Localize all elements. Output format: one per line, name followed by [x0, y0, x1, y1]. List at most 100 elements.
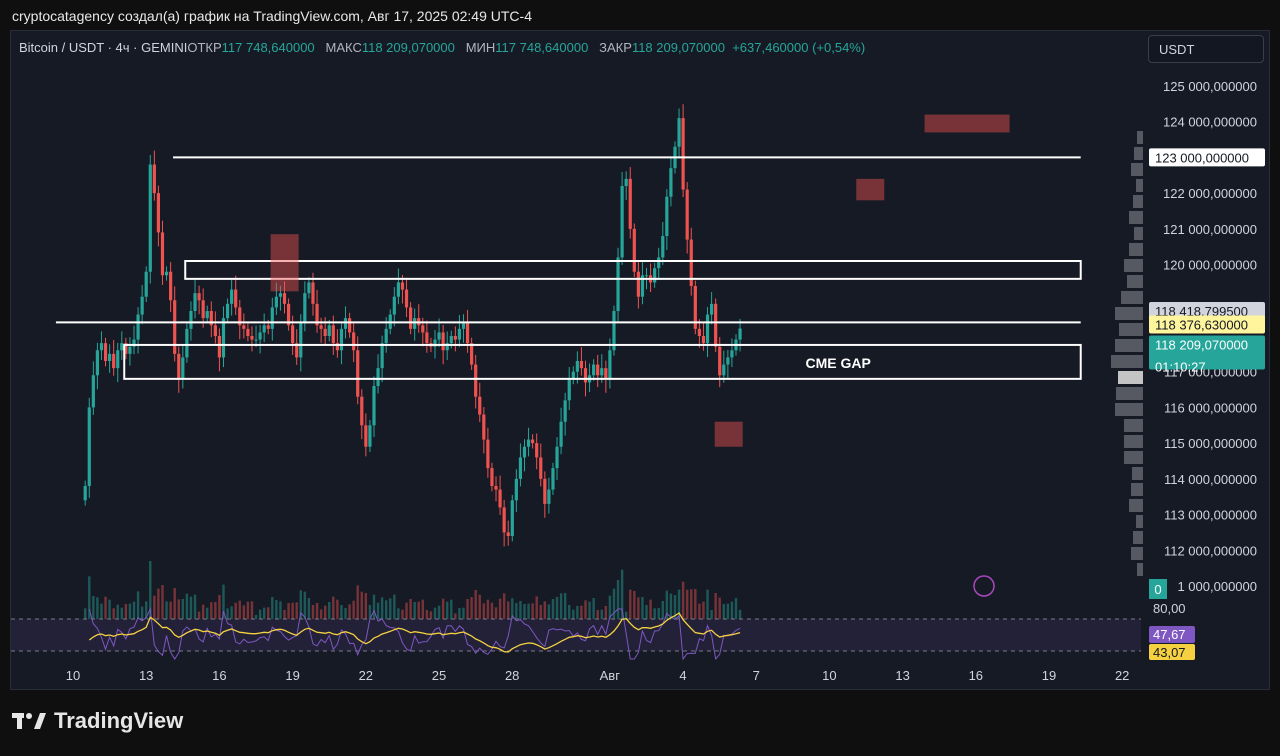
candle-body [543, 478, 547, 504]
candle-body [258, 332, 262, 340]
volume-bar [710, 610, 713, 619]
candle-body [103, 343, 108, 361]
volume-bar [417, 601, 420, 619]
volume-bar [376, 602, 380, 619]
volume-bar [405, 602, 408, 619]
candle-body [478, 396, 482, 415]
candle-body [246, 328, 250, 336]
volume-bar [421, 599, 425, 619]
volume-bar [665, 590, 669, 619]
volume-bar [254, 615, 258, 619]
candle-body [91, 375, 95, 408]
candle-body [364, 425, 368, 447]
candle-body [470, 343, 474, 365]
volume-bar [661, 601, 664, 619]
candle-body [148, 164, 152, 272]
candle-body [437, 332, 441, 340]
candle-body [152, 164, 156, 194]
candle-body [425, 332, 429, 344]
x-tick-label: 16 [212, 668, 226, 683]
candle-body [644, 275, 649, 277]
volume-bar [507, 601, 510, 619]
volume-bar [576, 606, 579, 619]
candle-body [677, 118, 681, 147]
volume-bar [230, 606, 233, 619]
y-tick-label: 121 000,000000 [1163, 222, 1257, 237]
price-label-box [1149, 302, 1265, 321]
volume-bar [238, 600, 241, 619]
volume-bar [401, 609, 404, 619]
candle-body [83, 486, 87, 501]
close-label: ЗАКР [599, 40, 632, 55]
currency-button[interactable]: USDT [1148, 35, 1264, 63]
volume-profile-bar [1129, 211, 1143, 224]
volume-bar [677, 589, 681, 619]
volume-bar [291, 602, 294, 619]
volume-bar [332, 596, 335, 619]
tradingview-logo[interactable]: TradingView [12, 708, 183, 734]
volume-profile-bar [1131, 163, 1143, 176]
volume-bar [620, 569, 624, 619]
candle-body [120, 343, 124, 351]
volume-bar [657, 608, 660, 619]
volume-bar [698, 603, 701, 619]
volume-bar [222, 584, 225, 619]
candle-body [274, 296, 278, 308]
cme-gap-box [123, 343, 1082, 380]
x-tick-label: 25 [432, 668, 446, 683]
x-tick-label: 10 [66, 668, 80, 683]
volume-bar [429, 611, 433, 619]
candle-body [665, 196, 669, 236]
volume-bar [96, 597, 99, 619]
candle-body [522, 446, 527, 458]
candle-body [518, 457, 523, 479]
candle-body [640, 275, 645, 297]
volume-profile-bar [1132, 467, 1143, 480]
volume-profile-bar [1115, 403, 1143, 416]
candle-body [697, 328, 701, 336]
countdown-label: 01:10:27 [1155, 360, 1206, 375]
volume-bar [364, 593, 368, 619]
volume-bar [323, 605, 327, 619]
volume-bar [641, 597, 644, 619]
chart-container[interactable]: Bitcoin / USDT · 4ч · GEMINIОТКР117 748,… [10, 30, 1270, 690]
candle-body [551, 468, 555, 490]
volume-bar [568, 605, 571, 619]
candle-body [616, 257, 620, 311]
x-tick-label: 16 [969, 668, 983, 683]
symbol-title[interactable]: Bitcoin / USDT · 4ч · GEMINI [19, 40, 188, 55]
candle-body [461, 321, 466, 329]
volume-bar [535, 596, 538, 619]
volume-bar [356, 585, 359, 619]
candle-body [108, 353, 112, 361]
candle-body [327, 325, 331, 336]
price-chart[interactable]: 125 000,000000 124 000,000000 123 000,0000… [11, 31, 1269, 689]
candle-body [307, 282, 311, 294]
volume-bar [462, 607, 465, 619]
volume-profile-bar [1136, 515, 1143, 528]
candle-body [701, 336, 706, 344]
volume-bar [738, 609, 742, 619]
volume-bar [157, 588, 160, 619]
volume-bar [437, 605, 441, 619]
candle-body [718, 346, 722, 376]
candle-body [87, 407, 91, 486]
rsi-value-box [1149, 626, 1195, 643]
candle-body [291, 325, 295, 344]
volume-bar [88, 576, 91, 619]
volume-profile-bar [1116, 387, 1143, 400]
volume-bar [531, 603, 534, 619]
volume-bar [311, 605, 315, 619]
candle-body [583, 368, 588, 383]
volume-bar [494, 607, 498, 619]
candle-body [343, 318, 348, 329]
candle-body [396, 282, 400, 297]
volume-bar [246, 601, 250, 619]
candle-body [225, 303, 230, 319]
volume-bar [348, 604, 351, 619]
high-label: МАКС [325, 40, 362, 55]
volume-bar [161, 585, 164, 619]
candle-body [173, 300, 177, 354]
candle-body [319, 325, 323, 329]
candle-body [636, 271, 640, 297]
